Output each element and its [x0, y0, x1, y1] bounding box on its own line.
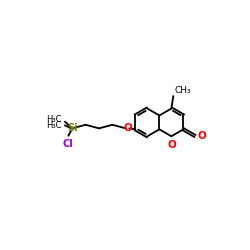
Text: H₃C: H₃C — [46, 116, 62, 124]
Text: CH₃: CH₃ — [175, 86, 191, 95]
Text: Cl: Cl — [62, 139, 73, 149]
Text: O: O — [198, 131, 206, 141]
Text: Si: Si — [67, 123, 78, 133]
Text: H₃C: H₃C — [46, 120, 62, 130]
Text: O: O — [123, 123, 132, 133]
Text: O: O — [167, 140, 176, 150]
